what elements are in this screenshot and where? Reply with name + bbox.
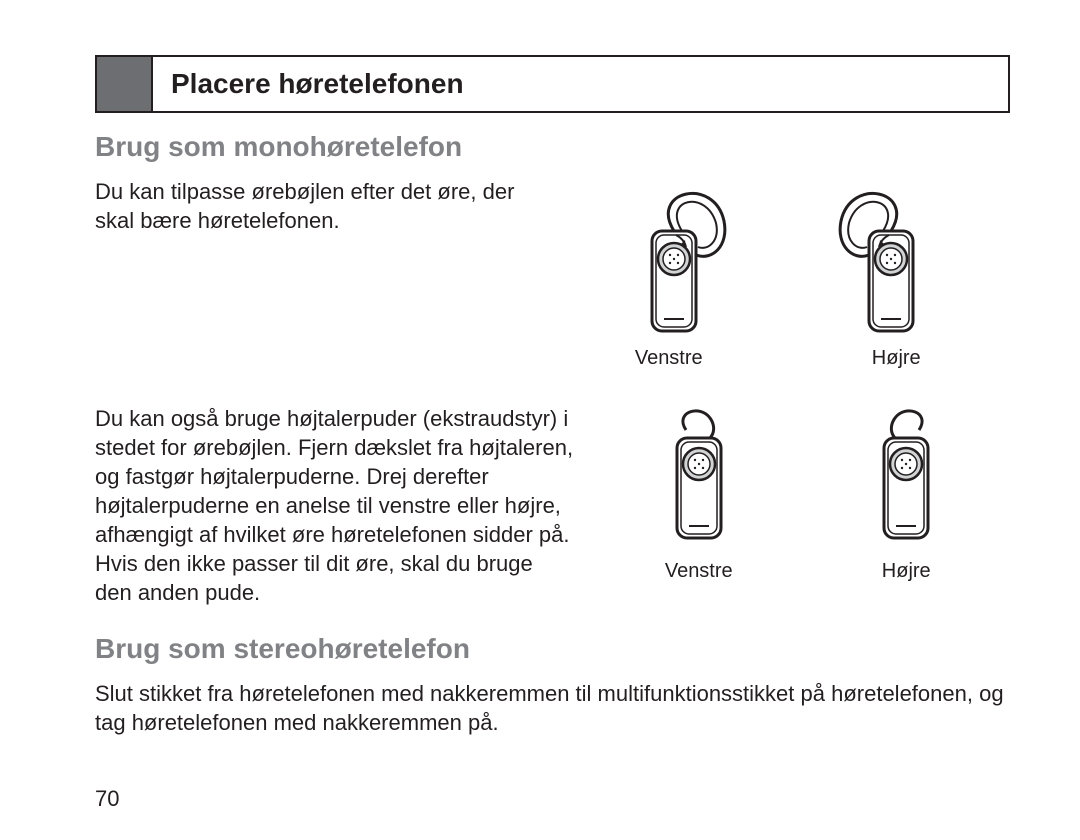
figure-cushion-left: Venstre	[644, 404, 754, 583]
label-right-2: Højre	[851, 560, 961, 583]
section1-para1: Du kan tilpasse ørebøjlen efter det øre,…	[95, 177, 535, 370]
page-number: 70	[95, 786, 119, 812]
figure-hook-right: Højre	[831, 181, 961, 370]
cushion-right-icon	[851, 404, 961, 554]
figure-cushion-right: Højre	[851, 404, 961, 583]
section2-heading: Brug som stereohøretelefon	[95, 633, 1010, 665]
label-left-2: Venstre	[644, 560, 754, 583]
label-right-1: Højre	[831, 347, 961, 370]
section2-para: Slut stikket fra høretelefonen med nakke…	[95, 679, 1010, 737]
section1-para2: Du kan også bruge højtalerpuder (ekstrau…	[95, 404, 575, 607]
section1-heading: Brug som monohøretelefon	[95, 131, 1010, 163]
title-bar: Placere høretelefonen	[95, 55, 1010, 113]
figure-hook-pair: Venstre Højre	[555, 177, 1010, 370]
page-title: Placere høretelefonen	[153, 57, 464, 111]
row-mono-cushion: Du kan også bruge højtalerpuder (ekstrau…	[95, 404, 1010, 607]
title-accent-block	[97, 57, 153, 111]
cushion-left-icon	[644, 404, 754, 554]
earhook-left-icon	[604, 181, 734, 341]
figure-cushion-pair: Venstre Højre	[595, 404, 1010, 583]
figure-hook-left: Venstre	[604, 181, 734, 370]
earhook-right-icon	[831, 181, 961, 341]
row-mono-hook: Du kan tilpasse ørebøjlen efter det øre,…	[95, 177, 1010, 370]
label-left-1: Venstre	[604, 347, 734, 370]
